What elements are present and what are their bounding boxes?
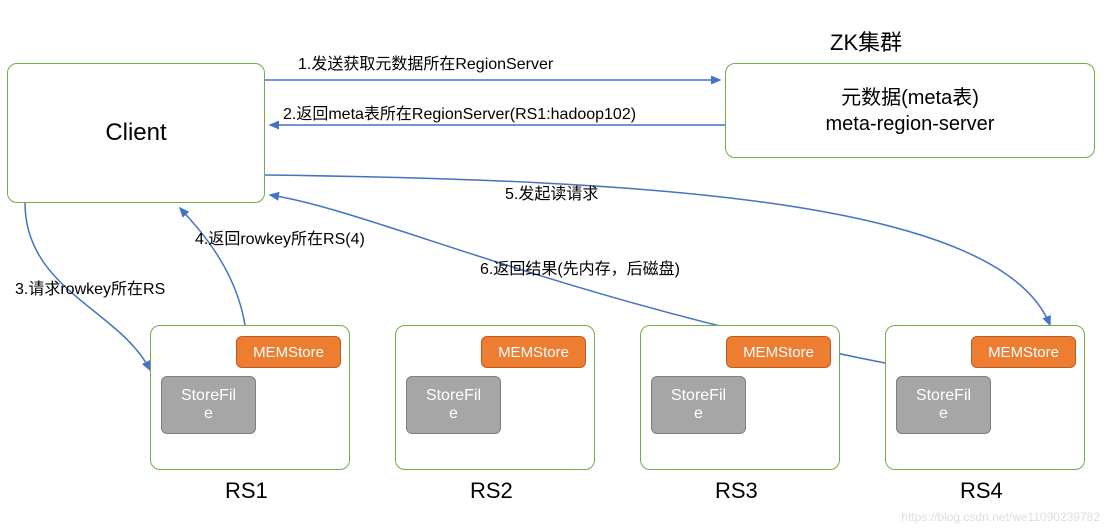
rs-box-3: MEMStore StoreFil e <box>640 325 840 470</box>
zk-line1: 元数据(meta表) <box>841 85 979 111</box>
zk-title: ZK集群 <box>830 25 902 57</box>
rs-box-2: MEMStore StoreFil e <box>395 325 595 470</box>
rs-box-4: MEMStore StoreFil e <box>885 325 1085 470</box>
arrow-label-1: 1.发送获取元数据所在RegionServer <box>298 50 553 74</box>
memstore-1: MEMStore <box>236 336 341 368</box>
memstore-label: MEMStore <box>253 344 324 361</box>
storefile-label: StoreFil e <box>181 387 236 422</box>
arrow-label-3: 3.请求rowkey所在RS <box>15 275 165 299</box>
memstore-label: MEMStore <box>743 344 814 361</box>
storefile-1: StoreFil e <box>161 376 256 434</box>
rs-label-2: RS2 <box>470 478 513 504</box>
storefile-label: StoreFil e <box>916 387 971 422</box>
arrow-5 <box>265 175 1050 325</box>
rs-label-1: RS1 <box>225 478 268 504</box>
memstore-label: MEMStore <box>498 344 569 361</box>
arrow-label-5: 5.发起读请求 <box>505 180 598 204</box>
arrow-label-6: 6.返回结果(先内存，后磁盘) <box>480 255 680 279</box>
memstore-3: MEMStore <box>726 336 831 368</box>
client-box: Client <box>7 63 265 203</box>
zk-box: 元数据(meta表) meta-region-server <box>725 63 1095 158</box>
memstore-2: MEMStore <box>481 336 586 368</box>
memstore-label: MEMStore <box>988 344 1059 361</box>
storefile-label: StoreFil e <box>671 387 726 422</box>
memstore-4: MEMStore <box>971 336 1076 368</box>
arrow-label-4: 4.返回rowkey所在RS(4) <box>195 225 365 249</box>
watermark: https://blog.csdn.net/we11090239782 <box>901 510 1100 524</box>
arrow-label-2: 2.返回meta表所在RegionServer(RS1:hadoop102) <box>283 100 636 124</box>
rs-box-1: MEMStore StoreFil e <box>150 325 350 470</box>
storefile-4: StoreFil e <box>896 376 991 434</box>
storefile-label: StoreFil e <box>426 387 481 422</box>
rs-label-4: RS4 <box>960 478 1003 504</box>
storefile-2: StoreFil e <box>406 376 501 434</box>
storefile-3: StoreFil e <box>651 376 746 434</box>
rs-label-3: RS3 <box>715 478 758 504</box>
zk-line2: meta-region-server <box>826 111 995 137</box>
client-label: Client <box>105 119 166 147</box>
